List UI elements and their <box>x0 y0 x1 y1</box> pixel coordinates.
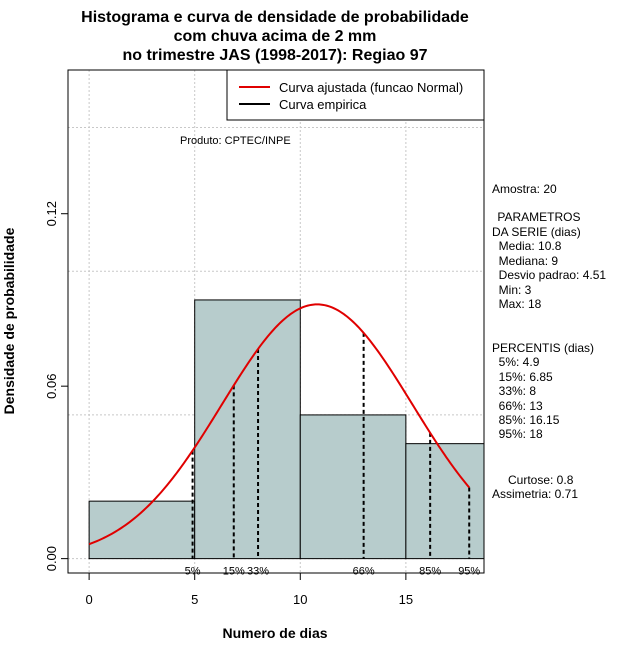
product-annotation: Produto: CPTEC/INPE <box>180 135 291 147</box>
percentile-label: 15% <box>223 566 245 578</box>
statistics-line: Assimetria: 0.71 <box>492 487 578 501</box>
statistics-line: 95%: 18 <box>492 427 543 441</box>
percentile-lines: 5% 15% 33% 66% 85% 95% <box>185 332 480 578</box>
statistics-line: 33%: 8 <box>492 384 536 398</box>
legend-label-empirical: Curva empirica <box>279 97 367 112</box>
percentile-label: 85% <box>419 566 441 578</box>
chart-title-line-1: Histograma e curva de densidade de proba… <box>81 9 469 26</box>
legend-box <box>226 69 485 121</box>
percentile-label: 5% <box>185 566 201 578</box>
x-axis: 0 5 10 15 <box>85 572 413 607</box>
statistics-line: Min: 3 <box>492 283 532 297</box>
statistics-line: DA SERIE (dias) <box>492 225 581 239</box>
y-tick-label: 0.06 <box>44 374 59 399</box>
y-tick-label: 0.12 <box>44 201 59 226</box>
statistics-line: 5%: 4.9 <box>492 355 540 369</box>
statistics-line: Media: 10.8 <box>492 239 562 253</box>
y-tick-label: 0.00 <box>44 546 59 571</box>
chart-title-line-3: no trimestre JAS (1998-2017): Regiao 97 <box>122 47 427 64</box>
percentile-label: 66% <box>353 566 375 578</box>
chart-title-line-2: com chuva acima de 2 mm <box>174 28 377 45</box>
statistics-line: 85%: 16.15 <box>492 413 560 427</box>
histogram-bar <box>88 500 196 560</box>
statistics-line: Desvio padrao: 4.51 <box>492 268 606 282</box>
legend-label-fit: Curva ajustada (funcao Normal) <box>279 80 463 95</box>
legend: Curva ajustada (funcao Normal) Curva emp… <box>226 69 485 121</box>
histogram-bar <box>405 443 485 560</box>
statistics-line: PARAMETROS <box>494 210 580 224</box>
percentile-label: 33% <box>247 566 269 578</box>
histogram-bars <box>88 299 485 560</box>
x-axis-title: Numero de dias <box>222 625 327 641</box>
histogram-bar <box>194 299 301 560</box>
normal-fit-curve <box>88 303 470 546</box>
x-tick-label: 0 <box>85 592 92 607</box>
normal-curve-group <box>88 303 470 546</box>
statistics-line: Curtose: 0.8 <box>508 473 574 487</box>
statistics-line: Amostra: 20 <box>492 182 557 196</box>
x-tick-label: 10 <box>293 592 307 607</box>
statistics-line: Max: 18 <box>492 297 542 311</box>
histogram-bar <box>299 414 407 560</box>
x-tick-label: 5 <box>191 592 198 607</box>
statistics-line: PERCENTIS (dias) <box>492 341 594 355</box>
y-axis-title: Densidade de probabilidade <box>1 227 17 414</box>
percentile-label: 95% <box>458 566 480 578</box>
statistics-line: 66%: 13 <box>492 399 543 413</box>
x-tick-label: 15 <box>399 592 413 607</box>
statistics-line: Mediana: 9 <box>492 254 558 268</box>
statistics-line: 15%: 6.85 <box>492 370 553 384</box>
y-axis: 0.00 0.06 0.12 <box>44 201 69 571</box>
